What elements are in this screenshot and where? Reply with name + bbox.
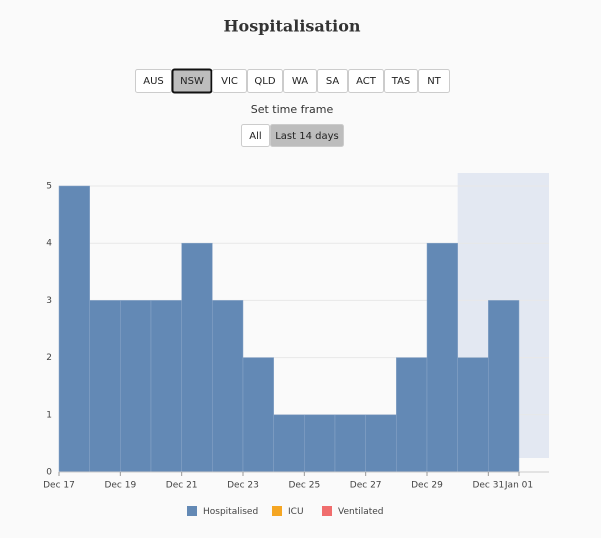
bar — [426, 242, 458, 473]
time-frame-button[interactable] — [241, 124, 270, 147]
bar — [273, 414, 305, 473]
y-tick-label: 2 — [46, 353, 52, 363]
y-tick-label: 4 — [46, 239, 52, 249]
bar — [457, 357, 489, 473]
state-button[interactable] — [418, 69, 450, 93]
y-tick-label: 5 — [46, 182, 52, 192]
bar — [181, 242, 213, 473]
state-button-label[interactable]: SA — [326, 76, 340, 87]
bar — [89, 300, 121, 473]
x-tick-label: Dec 21 — [166, 481, 198, 491]
state-button[interactable] — [171, 68, 213, 94]
time-frame-label: Set time frame — [251, 103, 334, 116]
y-tick-label: 3 — [46, 296, 52, 306]
bar — [365, 414, 397, 473]
legend-swatch — [187, 506, 197, 516]
bar — [212, 300, 244, 473]
legend-label: ICU — [288, 507, 304, 517]
x-tick-label: Dec 31 — [472, 481, 504, 491]
time-frame-button-label[interactable]: Last 14 days — [275, 131, 339, 142]
state-button-label[interactable]: NT — [427, 76, 441, 87]
bar — [58, 185, 90, 473]
x-tick-label: Dec 17 — [43, 481, 75, 491]
state-button-label[interactable]: NSW — [180, 76, 204, 87]
x-tick-label: Dec 27 — [350, 481, 382, 491]
legend-label: Ventilated — [338, 507, 384, 517]
bar — [120, 300, 152, 473]
legend-swatch — [322, 506, 332, 516]
x-tick-label: Dec 23 — [227, 481, 259, 491]
bar — [488, 300, 520, 473]
time-frame-button[interactable] — [270, 124, 344, 147]
page-title: Hospitalisation — [223, 17, 360, 36]
state-button-label[interactable]: QLD — [254, 76, 275, 87]
bar — [150, 300, 182, 473]
state-button[interactable] — [247, 69, 283, 93]
y-tick-label: 0 — [46, 468, 52, 478]
legend-swatch — [272, 506, 282, 516]
bar — [396, 357, 428, 473]
bar — [334, 414, 366, 473]
state-button-label[interactable]: TAS — [391, 76, 411, 87]
x-tick-label: Dec 19 — [104, 481, 136, 491]
bar — [304, 414, 336, 473]
legend-label: Hospitalised — [203, 507, 258, 517]
x-tick-label: Dec 25 — [288, 481, 320, 491]
bar — [242, 357, 274, 473]
state-button[interactable] — [384, 69, 418, 93]
state-button-label[interactable]: WA — [292, 76, 308, 87]
state-button[interactable] — [348, 69, 384, 93]
state-button-label[interactable]: VIC — [221, 76, 238, 87]
state-button-label[interactable]: ACT — [356, 76, 377, 87]
x-tick-label: Jan 01 — [504, 481, 533, 491]
state-button[interactable] — [212, 69, 247, 93]
x-tick-label: Dec 29 — [411, 481, 443, 491]
state-button[interactable] — [317, 69, 348, 93]
state-button[interactable] — [283, 69, 317, 93]
state-button-label[interactable]: AUS — [143, 76, 164, 87]
y-tick-label: 1 — [46, 410, 52, 420]
time-frame-button-label[interactable]: All — [249, 131, 261, 142]
